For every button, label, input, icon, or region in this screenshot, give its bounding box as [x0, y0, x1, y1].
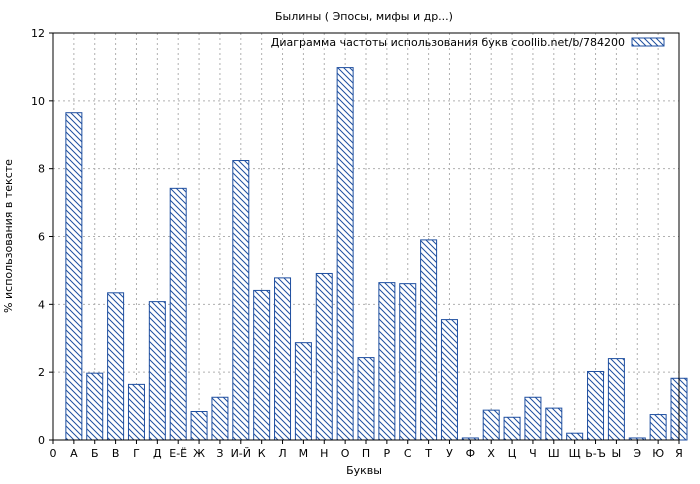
- bar: [587, 370, 605, 441]
- y-tick-label: 4: [38, 298, 45, 311]
- bar: [169, 187, 187, 441]
- bar: [148, 301, 166, 441]
- x-tick-label: Ж: [193, 447, 205, 460]
- bar: [607, 358, 625, 441]
- legend-label: Диаграмма частоты использования букв coo…: [271, 36, 625, 49]
- x-tick-label: П: [362, 447, 370, 460]
- bars: [65, 67, 688, 441]
- bar: [482, 409, 500, 441]
- bar: [357, 357, 375, 441]
- y-axis-title: % использования в тексте: [2, 159, 15, 313]
- x-tick-label: Д: [153, 447, 162, 460]
- chart-title: Былины ( Эпосы, мифы и др...): [275, 10, 453, 23]
- x-tick-label: З: [216, 447, 223, 460]
- bar: [253, 289, 271, 441]
- y-tick-label: 6: [38, 231, 45, 244]
- x-tick-label: Ш: [548, 447, 560, 460]
- bar: [211, 396, 229, 441]
- bar: [65, 112, 83, 441]
- bar: [420, 239, 438, 441]
- bar: [86, 372, 104, 441]
- x-tick-label: Ч: [529, 447, 537, 460]
- bar: [545, 407, 563, 441]
- x-tick-label: Ф: [466, 447, 475, 460]
- x-tick-label: К: [258, 447, 266, 460]
- y-tick-label: 8: [38, 163, 45, 176]
- x-tick-label: С: [404, 447, 412, 460]
- x-tick-label: В: [112, 447, 120, 460]
- x-tick-label: И-Й: [231, 447, 251, 460]
- bar: [274, 277, 292, 441]
- x-tick-label: Ю: [652, 447, 664, 460]
- bar: [566, 432, 584, 441]
- x-tick-label: Н: [320, 447, 328, 460]
- x-tick-label: Т: [424, 447, 432, 460]
- x-tick-label: Р: [384, 447, 391, 460]
- x-tick-label: 0: [50, 447, 57, 460]
- y-tick-label: 0: [38, 434, 45, 447]
- x-tick-label: Я: [675, 447, 683, 460]
- legend-swatch: [631, 37, 665, 47]
- x-tick-label: Щ: [569, 447, 581, 460]
- bar: [336, 67, 354, 441]
- x-tick-label: Ь-Ъ: [585, 447, 606, 460]
- x-tick-label: Э: [633, 447, 641, 460]
- bar: [315, 272, 333, 441]
- x-tick-label: А: [70, 447, 78, 460]
- y-tick-label: 2: [38, 366, 45, 379]
- grid-lines: [53, 33, 679, 440]
- y-tick-label: 10: [31, 95, 45, 108]
- bar: [399, 283, 417, 441]
- bar: [107, 292, 125, 441]
- x-tick-label: О: [341, 447, 350, 460]
- x-tick-label: Л: [278, 447, 286, 460]
- x-axis: 0 А Б В Г Д Е-Ё Ж З И-Й К Л М Н О П Р С Т У Ф Х Ц Ч Ш Щ Ь-Ъ Ы Э Ю Я: [50, 440, 683, 460]
- bar: [503, 416, 521, 441]
- x-tick-label: Г: [133, 447, 140, 460]
- y-axis: 0 2 4 6 8 10 12: [31, 27, 53, 447]
- bar: [649, 414, 667, 441]
- bar: [294, 342, 312, 441]
- bar: [190, 411, 208, 441]
- x-tick-label: Х: [487, 447, 495, 460]
- x-tick-label: Б: [91, 447, 99, 460]
- bar: [440, 319, 458, 441]
- bar: [378, 282, 396, 441]
- x-axis-title: Буквы: [346, 464, 382, 477]
- legend: Диаграмма частоты использования букв coo…: [271, 36, 665, 49]
- x-tick-label: М: [299, 447, 309, 460]
- y-tick-label: 12: [31, 27, 45, 40]
- bar: [127, 383, 145, 441]
- x-tick-label: Ы: [612, 447, 622, 460]
- bar: [232, 160, 250, 441]
- bar: [524, 396, 542, 441]
- x-tick-label: Ц: [508, 447, 517, 460]
- x-tick-label: Е-Ё: [169, 447, 187, 460]
- x-tick-label: У: [446, 447, 453, 460]
